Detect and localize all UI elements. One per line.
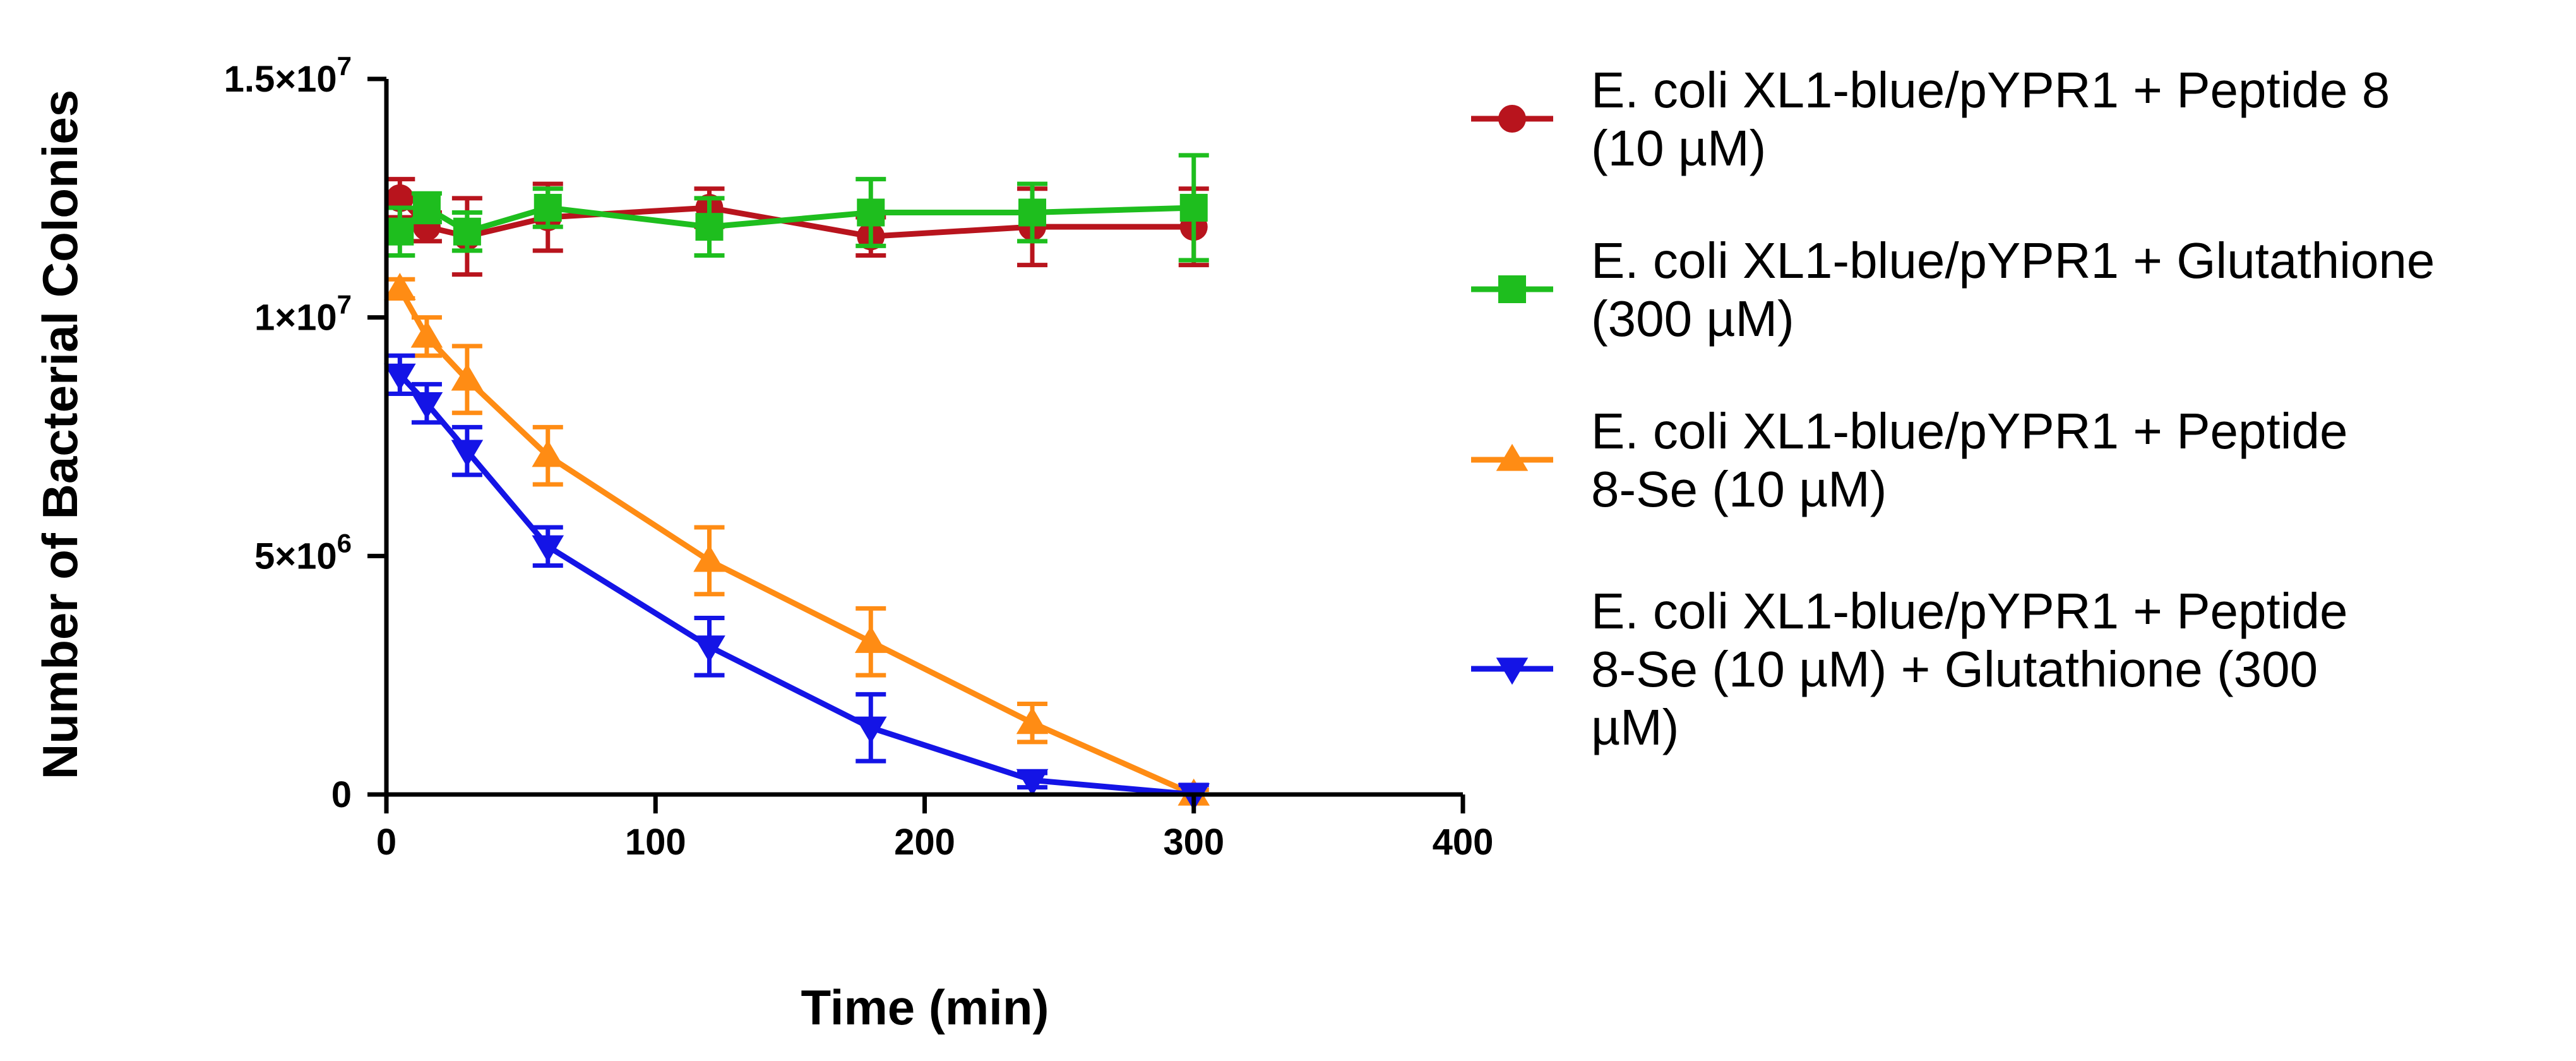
marker-square xyxy=(695,213,724,241)
series-2 xyxy=(385,153,1209,263)
y-tick-label: 1×107 xyxy=(254,290,352,339)
marker-triangle-up xyxy=(693,544,725,572)
y-tick-label: 5×106 xyxy=(254,528,352,577)
y-tick-mantissa: 1×10 xyxy=(254,297,337,339)
marker-circle xyxy=(1498,105,1526,133)
marker-square xyxy=(386,217,414,246)
plot-area xyxy=(384,153,1210,811)
legend-label: E. coli XL1-blue/pYPR1 + Peptide 8 xyxy=(1591,62,2390,118)
marker-square xyxy=(453,217,481,246)
marker-square xyxy=(1179,193,1208,222)
series-line xyxy=(397,287,1195,798)
series-line xyxy=(398,373,1195,798)
x-tick-label: 200 xyxy=(894,822,955,863)
marker-triangle-up xyxy=(1496,443,1529,471)
marker-triangle-up xyxy=(410,320,443,348)
marker-triangle-up xyxy=(451,363,484,391)
legend-label: E. coli XL1-blue/pYPR1 + Peptide xyxy=(1591,583,2348,639)
legend-label: (300 µM) xyxy=(1591,291,1794,347)
y-tick-mantissa: 0 xyxy=(331,774,352,815)
y-axis-title: Number of Bacterial Colonies xyxy=(32,90,88,779)
legend-label: 8-Se (10 µM) xyxy=(1591,461,1887,517)
legend-label: (10 µM) xyxy=(1591,120,1766,176)
marker-square xyxy=(534,193,562,222)
marker-triangle-down xyxy=(384,363,416,391)
series-1 xyxy=(385,177,1209,277)
marker-triangle-down xyxy=(1496,657,1529,685)
marker-triangle-up xyxy=(532,440,564,467)
x-tick-label: 100 xyxy=(625,822,686,863)
y-tick-label: 0 xyxy=(331,774,352,815)
marker-circle xyxy=(386,184,414,212)
marker-triangle-down xyxy=(532,535,564,563)
marker-square xyxy=(857,198,885,227)
marker-triangle-up xyxy=(854,625,887,653)
y-tick-exponent: 6 xyxy=(337,528,352,558)
x-tick-label: 0 xyxy=(376,822,397,863)
legend-label: E. coli XL1-blue/pYPR1 + Glutathione xyxy=(1591,232,2435,289)
legend: E. coli XL1-blue/pYPR1 + Peptide 8(10 µM… xyxy=(1471,62,2435,755)
legend-entry-1: E. coli XL1-blue/pYPR1 + Peptide 8(10 µM… xyxy=(1471,62,2390,176)
marker-triangle-up xyxy=(384,273,416,300)
x-axis-title: Time (min) xyxy=(801,980,1049,1035)
y-tick-exponent: 7 xyxy=(337,290,352,320)
axes: Number of Bacterial Colonies Time (min) … xyxy=(32,51,1493,1035)
marker-triangle-down xyxy=(693,635,725,663)
series-4 xyxy=(384,353,1210,811)
marker-triangle-down xyxy=(451,440,484,467)
y-tick-exponent: 7 xyxy=(337,51,352,81)
legend-entry-2: E. coli XL1-blue/pYPR1 + Glutathione(300… xyxy=(1471,232,2435,347)
marker-triangle-down xyxy=(1016,769,1049,796)
legend-label: E. coli XL1-blue/pYPR1 + Peptide xyxy=(1591,403,2348,459)
x-tick-label: 400 xyxy=(1433,822,1494,863)
marker-square xyxy=(412,193,441,222)
marker-square xyxy=(1498,275,1526,303)
legend-label: µM) xyxy=(1591,699,1679,755)
marker-triangle-up xyxy=(1016,707,1049,734)
y-tick-label: 1.5×107 xyxy=(224,51,352,100)
legend-label: 8-Se (10 µM) + Glutathione (300 xyxy=(1591,641,2318,697)
marker-triangle-down xyxy=(854,716,887,744)
y-tick-mantissa: 1.5×10 xyxy=(224,59,337,100)
series-3 xyxy=(384,273,1210,806)
marker-square xyxy=(1018,198,1046,227)
x-tick-label: 300 xyxy=(1163,822,1224,863)
y-tick-mantissa: 5×10 xyxy=(254,536,337,577)
marker-triangle-down xyxy=(410,392,443,419)
